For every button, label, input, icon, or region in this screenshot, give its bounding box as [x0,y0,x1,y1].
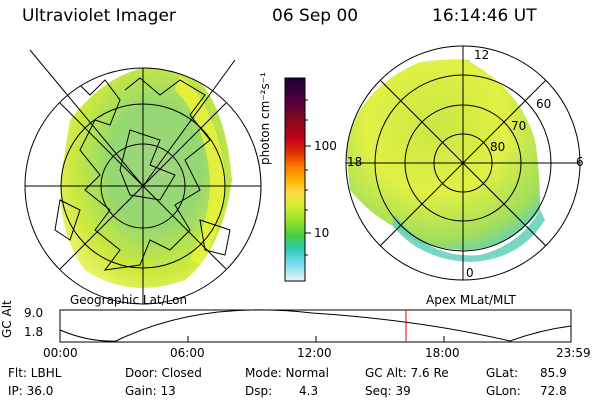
mlt-label-12: 12 [474,48,490,62]
magnetic-map [345,45,581,281]
date-label: 06 Sep 00 [272,6,359,26]
altitude-x-ticks [59,336,572,342]
seq-status: Seq: 39 [365,384,411,398]
dsp-label: Dsp: [245,384,273,398]
gc-alt-status: GC Alt: 7.6 Re [365,366,449,380]
geographic-caption: Geographic Lat/Lon [70,293,188,307]
colorbar [284,77,306,282]
mlat-label-80: 80 [490,140,506,154]
geo-meridians [25,49,261,304]
colorbar-tick-10: 10 [314,226,330,240]
glon-value: 72.8 [540,384,567,398]
glat-value: 85.9 [540,366,567,380]
altitude-xtick-1800: 18:00 [425,346,460,360]
magnetic-caption: Apex MLat/MLT [426,293,516,307]
glon-label: GLon: [486,384,521,398]
geographic-map [24,49,262,305]
mlat-label-70: 70 [511,119,527,133]
altitude-ytick-1.8: 1.8 [24,325,44,339]
glat-label: GLat: [486,366,519,380]
dsp-value: 4.3 [299,384,319,398]
altitude-ylabel: GC Alt [0,300,14,338]
colorbar-ticks [305,99,311,256]
altitude-xtick-0000: 00:00 [43,346,78,360]
filter-status: Flt: LBHL [8,366,62,380]
mlat-label-60: 60 [536,97,552,111]
mlt-label-6: 6 [576,155,584,169]
altitude-plot [59,309,572,343]
gain-status: Gain: 13 [125,384,176,398]
coastlines [39,74,231,271]
mlt-meridians [346,46,580,280]
aurora-nightside-band [392,210,545,262]
altitude-xtick-2359: 23:59 [556,346,591,360]
altitude-xtick-1200: 12:00 [297,346,332,360]
app-title: Ultraviolet Imager [22,6,176,26]
ip-status: IP: 36.0 [8,384,54,398]
aurora-oval-magnetic [346,59,547,251]
colorbar-label: photon cm⁻²s⁻¹ [258,72,272,165]
door-status: Door: Closed [125,366,202,380]
altitude-curve [59,309,572,342]
time-label: 16:14:46 UT [432,6,537,26]
colorbar-tick-100: 100 [314,139,337,153]
mlt-label-18: 18 [347,155,363,169]
aurora-bright-arc [175,75,226,265]
mode-status: Mode: Normal [245,366,329,380]
altitude-ytick-9: 9.0 [24,306,44,320]
altitude-xtick-0600: 06:00 [170,346,205,360]
mlt-label-0: 0 [466,266,474,280]
